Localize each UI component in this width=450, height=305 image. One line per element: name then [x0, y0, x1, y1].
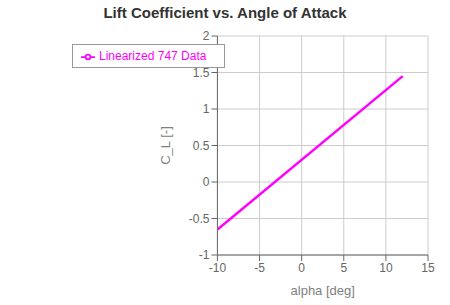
- svg-text:-10: -10: [209, 261, 227, 275]
- svg-text:2: 2: [203, 29, 210, 43]
- svg-text:0: 0: [298, 261, 305, 275]
- html-text:Linearized 747 Data: Linearized 747 Data: [99, 49, 207, 63]
- svg-text:10: 10: [379, 261, 393, 275]
- svg-text:5: 5: [340, 261, 347, 275]
- svg-text:C_L [-]: C_L [-]: [158, 126, 173, 165]
- svg-text:alpha [deg]: alpha [deg]: [291, 283, 355, 298]
- svg-text:1: 1: [203, 102, 210, 116]
- svg-text:-0.5: -0.5: [189, 212, 210, 226]
- svg-text:1.5: 1.5: [193, 66, 210, 80]
- svg-text:0.5: 0.5: [193, 139, 210, 153]
- html-text:Lift Coefficient vs. Angle of: Lift Coefficient vs. Angle of Attack: [103, 4, 347, 21]
- svg-text:-1: -1: [199, 248, 210, 262]
- svg-text:15: 15: [421, 261, 435, 275]
- svg-text:-5: -5: [254, 261, 265, 275]
- svg-text:0: 0: [203, 175, 210, 189]
